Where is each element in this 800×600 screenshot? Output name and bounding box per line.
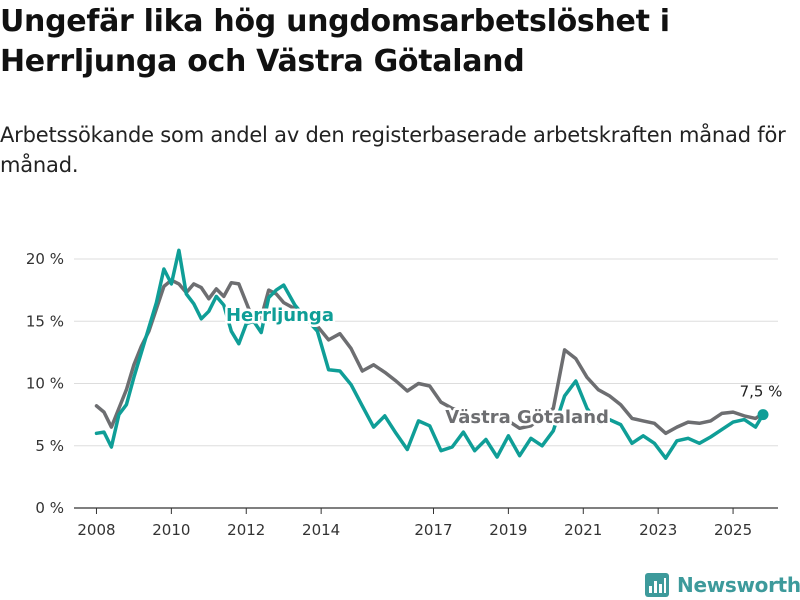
x-tick-label: 2023 xyxy=(639,521,677,539)
x-tick-label: 2010 xyxy=(152,521,190,539)
x-tick-label: 2021 xyxy=(564,521,602,539)
newsworthy-brand[interactable]: Newsworthy xyxy=(645,570,800,600)
y-tick-label: 15 % xyxy=(26,312,64,330)
series-line-herrljunga xyxy=(94,248,765,460)
end-point-marker xyxy=(757,409,769,421)
gridlines xyxy=(74,258,778,509)
brand-name: Newsworthy xyxy=(677,573,800,597)
series-lines xyxy=(94,248,765,460)
x-tick-label: 2014 xyxy=(302,521,340,539)
y-tick-label: 20 % xyxy=(26,250,64,268)
series-label-vastra-gotaland: Västra Götaland xyxy=(445,407,609,428)
x-tick-label: 2017 xyxy=(414,521,452,539)
series-labels: Herrljunga Västra Götaland 7,5 % xyxy=(223,303,783,431)
bar-chart-logo-icon xyxy=(645,573,669,597)
y-tick-label: 10 % xyxy=(26,375,64,393)
x-tick-label: 2025 xyxy=(714,521,752,539)
y-tick-label: 5 % xyxy=(35,437,64,455)
series-line-vastra-gotaland xyxy=(94,278,765,436)
series-label-herrljunga: Herrljunga xyxy=(226,305,334,326)
y-axis-ticks: 0 % 5 % 10 % 15 % 20 % xyxy=(26,250,64,517)
x-axis-ticks: 2008 2010 2012 2014 2017 2019 2021 2023 2025 xyxy=(77,508,752,539)
chart-subtitle: Arbetssökande som andel av den registerb… xyxy=(0,123,786,177)
chart-title: Ungefär lika hög ungdomsarbetslöshet i H… xyxy=(0,4,670,79)
x-tick-label: 2008 xyxy=(77,521,115,539)
x-tick-label: 2012 xyxy=(227,521,265,539)
x-tick-label: 2019 xyxy=(489,521,527,539)
end-value-label: 7,5 % xyxy=(740,383,783,401)
y-tick-label: 0 % xyxy=(35,499,64,517)
